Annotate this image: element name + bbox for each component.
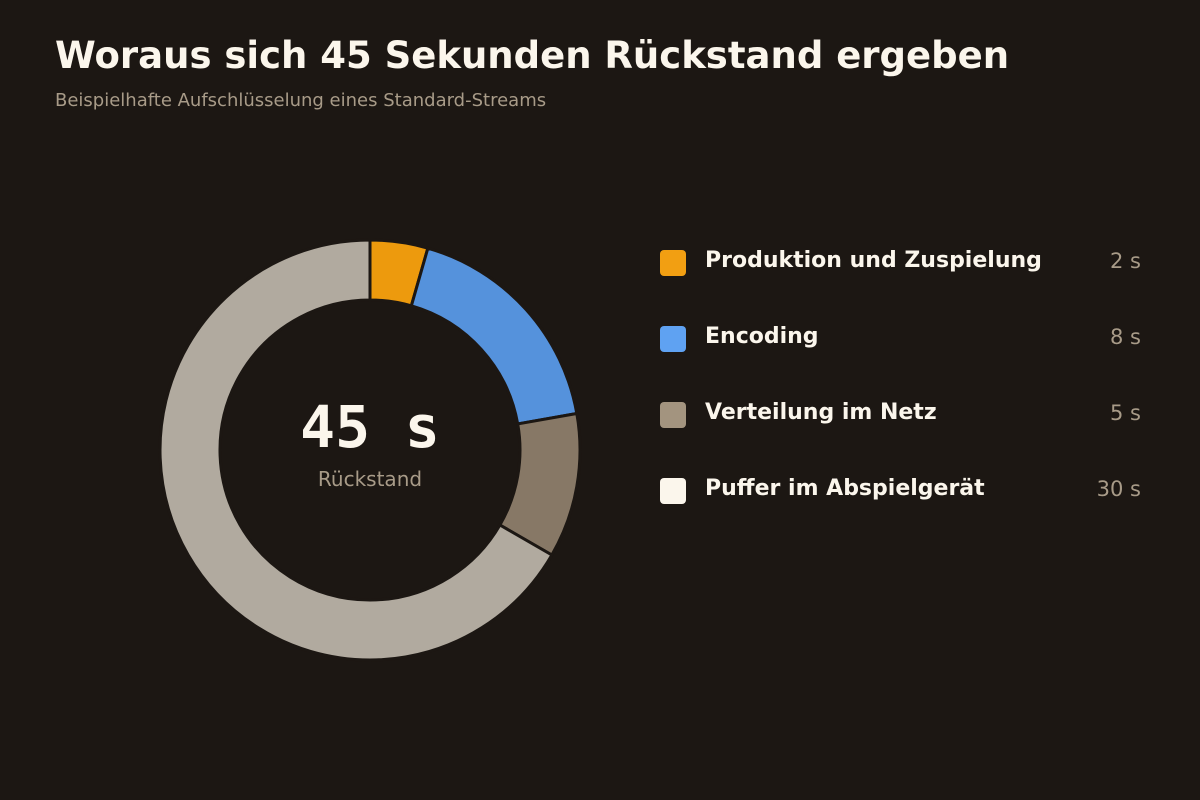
legend-label: Produktion und Zuspielung bbox=[705, 248, 1042, 273]
legend-value: 30 s bbox=[1096, 477, 1141, 501]
legend-value: 2 s bbox=[1110, 249, 1141, 273]
chart-title: Woraus sich 45 Sekunden Rückstand ergebe… bbox=[55, 34, 1010, 77]
legend-label: Verteilung im Netz bbox=[705, 400, 937, 425]
legend-value: 5 s bbox=[1110, 401, 1141, 425]
legend: Produktion und Zuspielung 2 s Encoding 8 s V… bbox=[660, 233, 1141, 537]
legend-swatch bbox=[660, 250, 686, 276]
legend-label: Puffer im Abspielgerät bbox=[705, 476, 985, 501]
legend-item: Verteilung im Netz 5 s bbox=[660, 385, 1141, 461]
legend-item: Produktion und Zuspielung 2 s bbox=[660, 233, 1141, 309]
legend-label: Encoding bbox=[705, 324, 819, 349]
donut-slice bbox=[158, 238, 554, 662]
center-total-value: 45 s bbox=[300, 393, 440, 461]
legend-item: Puffer im Abspielgerät 30 s bbox=[660, 461, 1141, 537]
legend-value: 8 s bbox=[1110, 325, 1141, 349]
donut-chart: 45 s Rückstand bbox=[158, 238, 582, 662]
legend-item: Encoding 8 s bbox=[660, 309, 1141, 385]
donut-slices bbox=[158, 238, 582, 662]
legend-swatch bbox=[660, 478, 686, 504]
chart-subtitle: Beispielhafte Aufschlüsselung eines Stan… bbox=[55, 90, 547, 111]
center-total-label: Rückstand bbox=[318, 467, 422, 491]
legend-swatch bbox=[660, 402, 686, 428]
legend-swatch bbox=[660, 326, 686, 352]
